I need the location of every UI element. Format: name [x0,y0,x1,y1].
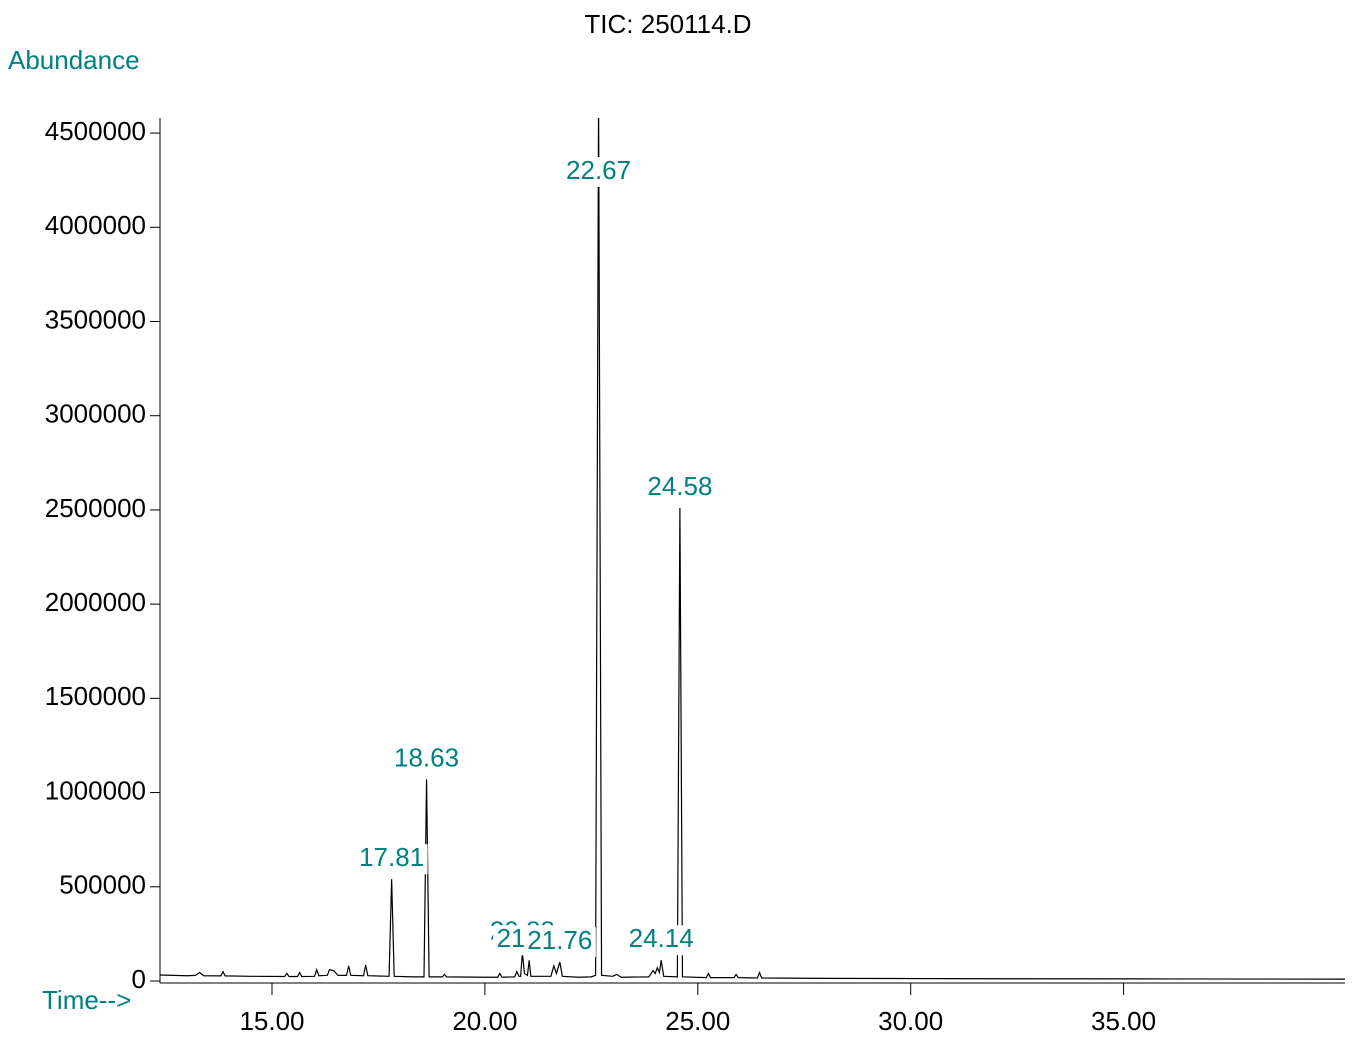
peak-label-bg [562,157,635,187]
x-tick-label: 20.00 [452,1006,517,1036]
trace [160,118,1345,980]
y-tick-label: 3000000 [45,399,146,429]
y-axis-label: Abundance [8,45,140,75]
y-tick-label: 500000 [59,870,146,900]
x-tick-label: 35.00 [1091,1006,1156,1036]
peak-label: 24.14 [629,923,694,953]
y-tick-label: 3500000 [45,304,146,334]
plot-area [160,118,1345,980]
x-tick-label: 25.00 [665,1006,730,1036]
peak-label-bg [390,744,463,775]
peak-label-bg [643,473,716,504]
peak-label: 21.76 [527,925,592,955]
peak-label: 18.63 [394,742,459,772]
peak-label: 24.58 [647,471,712,501]
peak-label: 17.81 [359,842,424,872]
x-tick-label: 30.00 [878,1006,943,1036]
chart-title: TIC: 250114.D [584,9,751,39]
x-axis-label: Time--> [42,985,131,1015]
y-tick-label: 4000000 [45,210,146,240]
y-tick-label: 2000000 [45,587,146,617]
peak-label-bg [355,844,428,875]
y-tick-label: 1500000 [45,681,146,711]
x-tick-label: 15.00 [239,1006,304,1036]
y-tick-label: 4500000 [45,116,146,146]
peak-label: 22.67 [566,155,631,185]
y-tick-label: 0 [132,964,146,994]
y-tick-label: 1000000 [45,775,146,805]
peak-label-bg [625,925,698,956]
peak-label-bg [523,927,596,958]
y-tick-label: 2500000 [45,493,146,523]
